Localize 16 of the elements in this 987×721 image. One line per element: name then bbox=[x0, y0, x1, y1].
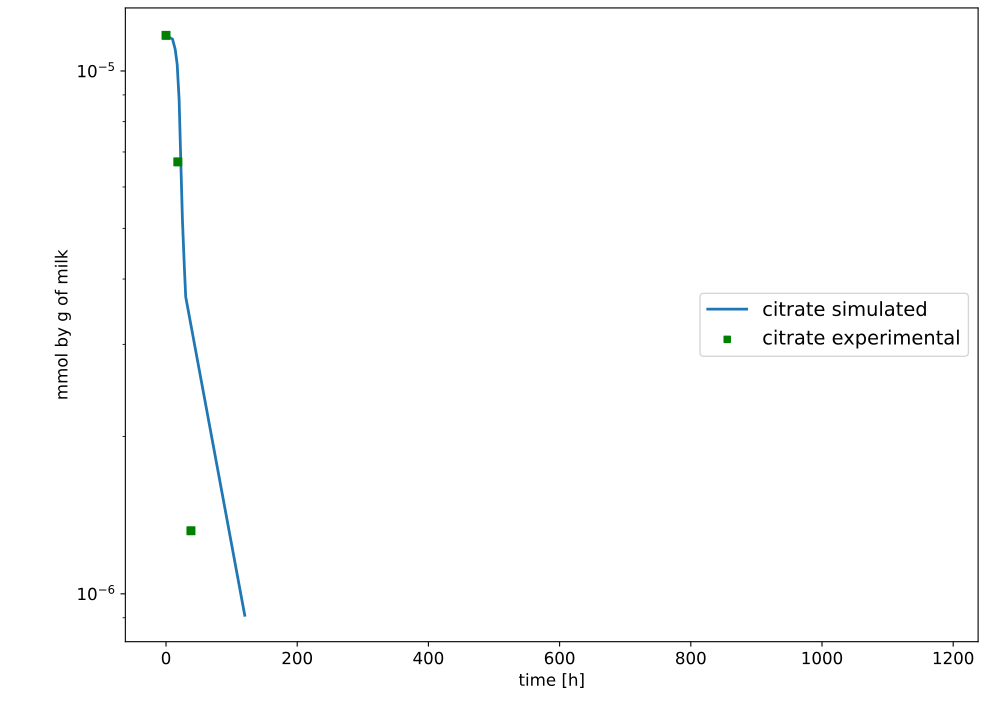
x-axis-title: time [h] bbox=[518, 673, 584, 688]
y-tick-label: 10$^{−5}$ bbox=[78, 62, 114, 78]
x-tick-label: 200 bbox=[282, 652, 312, 664]
x-tick-label: 1200 bbox=[934, 652, 974, 664]
point bbox=[173, 157, 182, 166]
x-tick-label: 400 bbox=[413, 652, 444, 664]
point bbox=[186, 526, 196, 536]
x-tick-label: 600 bbox=[544, 652, 574, 664]
legend-label: citrate simulated bbox=[763, 301, 926, 316]
x-tick-label: 1000 bbox=[802, 652, 842, 664]
point bbox=[162, 30, 171, 40]
y-axis-title: mmol by g of milk bbox=[54, 249, 71, 399]
legend-label: citrate experimental bbox=[763, 330, 959, 348]
y-tick-label: 10$^{−6}$ bbox=[78, 585, 114, 600]
x-tick-label: 800 bbox=[676, 652, 706, 664]
x-tick-label: 0 bbox=[162, 652, 170, 664]
